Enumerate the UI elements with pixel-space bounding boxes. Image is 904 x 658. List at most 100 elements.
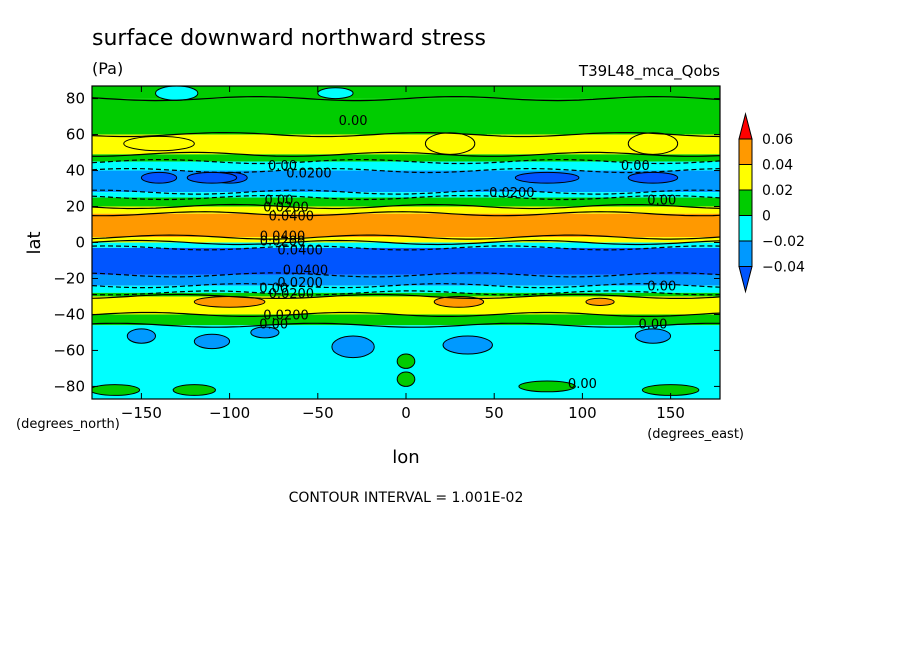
field-feature bbox=[424, 132, 476, 155]
contour-line bbox=[92, 311, 720, 317]
field-feature bbox=[514, 171, 580, 184]
contour-line bbox=[92, 290, 720, 296]
colorbar-label: 0 bbox=[762, 209, 771, 225]
zonal-band bbox=[92, 154, 720, 162]
zonal-band bbox=[92, 197, 720, 207]
contour-label: 0.00 bbox=[638, 317, 667, 332]
field-feature bbox=[186, 171, 238, 184]
contour-line bbox=[92, 132, 720, 138]
x-tick-label: −100 bbox=[209, 404, 250, 422]
y-axis-label: lat bbox=[24, 231, 45, 254]
contour-line bbox=[92, 151, 720, 157]
field-feature bbox=[518, 380, 576, 393]
colorbar-label: −0.02 bbox=[762, 234, 805, 250]
zonal-band bbox=[92, 213, 720, 238]
zonal-band bbox=[92, 237, 720, 243]
x-tick-label: −150 bbox=[121, 404, 162, 422]
contour-line bbox=[92, 272, 720, 278]
colorbar-max-arrow bbox=[738, 112, 753, 140]
field-feature bbox=[250, 326, 280, 339]
y-tick-label: 20 bbox=[66, 198, 85, 216]
contour-label: 0.00 bbox=[647, 193, 676, 208]
contour-label: 0.0400 bbox=[269, 210, 315, 225]
contour-label: 0.0200 bbox=[263, 201, 309, 216]
colorbar-min-arrow bbox=[738, 266, 753, 294]
contour-line bbox=[92, 211, 720, 217]
y-tick-label: −60 bbox=[53, 341, 85, 359]
y-units-label: (degrees_north) bbox=[16, 417, 120, 432]
zonal-band bbox=[92, 192, 720, 198]
y-tick-label: −80 bbox=[53, 377, 85, 395]
contour-line bbox=[92, 239, 720, 246]
contour-line bbox=[92, 234, 720, 240]
contour-label: 0.0400 bbox=[283, 263, 329, 278]
contour-label: 0.0200 bbox=[286, 166, 332, 181]
field-feature bbox=[317, 87, 354, 100]
contour-label: 0.0400 bbox=[260, 229, 306, 244]
x-tick-label: 0 bbox=[401, 404, 411, 422]
zonal-band bbox=[92, 247, 720, 275]
contour-label: 0.00 bbox=[647, 280, 676, 295]
chart-units: (Pa) bbox=[92, 59, 123, 78]
contour-line bbox=[92, 159, 720, 165]
contour-label: 0.0200 bbox=[263, 308, 309, 323]
field-feature bbox=[634, 328, 672, 344]
contour-line bbox=[92, 168, 720, 174]
contour-line bbox=[92, 293, 720, 299]
y-tick-label: −20 bbox=[53, 269, 85, 287]
contour-label: 0.00 bbox=[259, 281, 288, 296]
zonal-band bbox=[92, 314, 720, 326]
field-feature bbox=[331, 335, 375, 359]
contour-line bbox=[92, 322, 720, 328]
colorbar-segment bbox=[738, 138, 753, 165]
colorbar-label: 0.04 bbox=[762, 158, 793, 174]
contour-line bbox=[92, 195, 720, 201]
zonal-band bbox=[92, 134, 720, 155]
x-tick-label: −50 bbox=[302, 404, 334, 422]
x-units-label: (degrees_east) bbox=[647, 427, 744, 442]
contour-label: 0.00 bbox=[339, 114, 368, 129]
contour-line bbox=[92, 96, 720, 102]
y-tick-label: −40 bbox=[53, 305, 85, 323]
zonal-band bbox=[92, 161, 720, 171]
zonal-band bbox=[92, 274, 720, 286]
zonal-band bbox=[92, 98, 720, 135]
x-axis-label: lon bbox=[392, 447, 419, 468]
colorbar: 0.06 0.04 0.02 0 −0.02 −0.04 bbox=[738, 112, 805, 294]
colorbar-segment bbox=[738, 164, 753, 191]
field-feature bbox=[123, 135, 195, 152]
chart-title: surface downward northward stress bbox=[92, 26, 486, 51]
contour-line bbox=[92, 245, 720, 251]
contour-line bbox=[92, 283, 720, 289]
contour-interval-footer: CONTOUR INTERVAL = 1.001E-02 bbox=[289, 490, 524, 506]
field-feature bbox=[627, 132, 679, 155]
colorbar-label: 0.02 bbox=[762, 183, 793, 199]
y-tick-label: 60 bbox=[66, 126, 85, 144]
field-feature bbox=[433, 295, 485, 308]
contour-label: 0.00 bbox=[621, 159, 650, 174]
x-tick-label: 50 bbox=[485, 404, 504, 422]
colorbar-segment bbox=[738, 240, 753, 267]
dataset-label: T39L48_mca_Qobs bbox=[578, 62, 720, 81]
field-feature bbox=[92, 384, 141, 396]
contour-label: 0.00 bbox=[268, 159, 297, 174]
contour-label: 0.00 bbox=[259, 317, 288, 332]
field-feature bbox=[396, 353, 416, 369]
zonal-band bbox=[92, 285, 720, 293]
y-tick-label: 0 bbox=[75, 234, 85, 252]
zonal-band bbox=[92, 242, 720, 248]
contour-label: 0.0200 bbox=[277, 276, 323, 291]
contour-label: 0.00 bbox=[568, 377, 597, 392]
field-feature bbox=[155, 86, 199, 101]
colorbar-label: 0.06 bbox=[762, 132, 793, 148]
field-feature bbox=[585, 297, 615, 306]
y-tick-label: 40 bbox=[66, 162, 85, 180]
field-feature bbox=[193, 333, 231, 350]
x-tick-label: 150 bbox=[656, 404, 685, 422]
plot-area: 0.000.000.0200 0.000.0200 0.000.000.02000.… bbox=[92, 86, 720, 399]
zonal-band bbox=[92, 206, 720, 214]
field-feature bbox=[442, 335, 493, 355]
x-tick-label: 100 bbox=[568, 404, 597, 422]
colorbar-label: −0.04 bbox=[762, 260, 805, 276]
